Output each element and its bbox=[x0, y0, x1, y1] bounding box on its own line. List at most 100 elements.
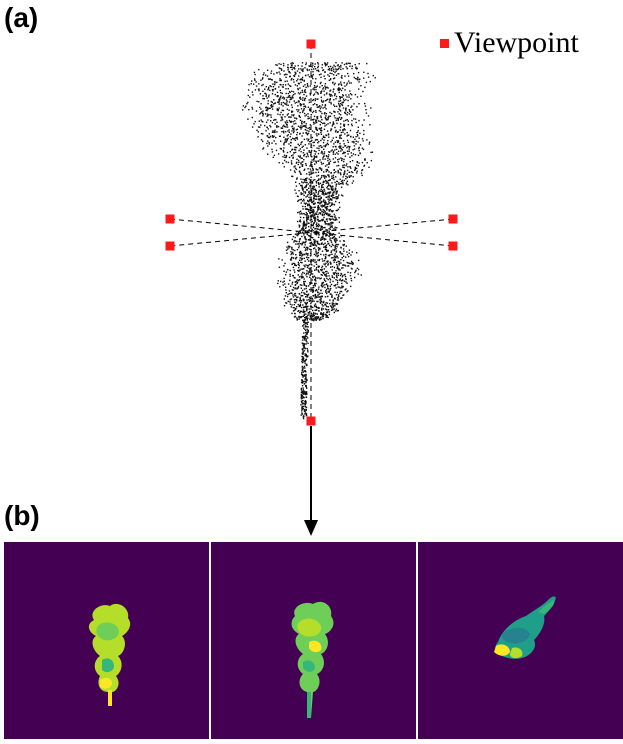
cloud-point bbox=[317, 193, 319, 196]
cloud-point bbox=[299, 243, 302, 245]
cloud-point bbox=[322, 135, 325, 137]
cloud-point bbox=[337, 150, 340, 152]
cloud-point bbox=[298, 276, 301, 278]
cloud-point bbox=[358, 119, 360, 122]
cloud-point bbox=[328, 228, 330, 230]
cloud-point bbox=[348, 80, 350, 82]
cloud-point bbox=[304, 280, 306, 283]
cloud-point bbox=[322, 183, 324, 185]
cloud-point bbox=[363, 119, 365, 121]
cloud-point bbox=[280, 84, 282, 86]
cloud-point bbox=[318, 167, 321, 169]
cloud-point bbox=[302, 97, 304, 99]
cloud-point bbox=[340, 84, 343, 86]
cloud-point bbox=[303, 198, 305, 201]
cloud-point bbox=[332, 123, 334, 125]
cloud-point bbox=[302, 276, 304, 278]
cloud-point bbox=[344, 151, 346, 154]
cloud-point bbox=[337, 297, 339, 299]
cloud-point bbox=[312, 212, 314, 214]
cloud-point bbox=[346, 169, 349, 172]
cloud-point bbox=[302, 315, 304, 317]
cloud-point bbox=[336, 218, 338, 221]
cloud-point bbox=[285, 88, 287, 90]
cloud-point bbox=[248, 83, 250, 86]
tree-render-1 bbox=[88, 603, 131, 706]
cloud-point bbox=[332, 257, 334, 259]
cloud-point bbox=[358, 146, 360, 149]
cloud-point bbox=[344, 273, 346, 276]
cloud-point bbox=[308, 203, 310, 205]
cloud-point bbox=[341, 158, 343, 160]
cloud-point bbox=[318, 286, 320, 288]
cloud-point bbox=[340, 280, 342, 282]
cloud-point bbox=[306, 177, 308, 179]
cloud-point bbox=[332, 218, 334, 220]
cloud-point bbox=[334, 117, 336, 119]
cloud-point bbox=[292, 286, 295, 289]
cloud-point bbox=[350, 135, 352, 138]
cloud-point bbox=[341, 182, 343, 185]
cloud-point bbox=[283, 74, 286, 76]
cloud-point bbox=[258, 88, 260, 90]
trunk-point bbox=[304, 392, 306, 394]
cloud-point bbox=[295, 137, 297, 139]
cloud-point bbox=[330, 245, 332, 248]
cloud-point bbox=[286, 241, 289, 244]
cloud-point bbox=[255, 85, 258, 87]
cloud-point bbox=[329, 277, 331, 280]
cloud-point bbox=[321, 119, 323, 121]
cloud-point bbox=[284, 156, 286, 158]
cloud-point bbox=[323, 153, 326, 155]
cloud-point bbox=[361, 161, 364, 164]
cloud-point bbox=[314, 86, 316, 89]
cloud-point bbox=[329, 224, 331, 226]
cloud-point bbox=[306, 213, 308, 216]
cloud-point bbox=[309, 274, 311, 276]
cloud-point bbox=[324, 104, 327, 106]
cloud-point bbox=[317, 179, 320, 181]
cloud-point bbox=[302, 85, 305, 87]
cloud-point bbox=[329, 219, 332, 221]
cloud-point bbox=[324, 144, 327, 146]
cloud-point bbox=[285, 76, 287, 78]
cloud-point bbox=[345, 178, 347, 180]
cloud-point bbox=[327, 263, 329, 265]
cloud-point bbox=[325, 193, 327, 195]
cloud-point bbox=[282, 62, 285, 65]
cloud-point bbox=[306, 154, 309, 156]
cloud-point bbox=[343, 160, 345, 163]
trunk-point bbox=[301, 413, 304, 415]
cloud-point bbox=[295, 256, 298, 259]
cloud-point bbox=[291, 252, 293, 254]
cloud-point bbox=[305, 208, 307, 211]
cloud-point bbox=[338, 269, 340, 271]
cloud-point bbox=[340, 148, 342, 150]
cloud-point bbox=[360, 172, 363, 174]
cloud-point bbox=[308, 187, 310, 189]
cloud-point bbox=[303, 300, 305, 302]
cloud-point bbox=[346, 139, 349, 142]
cloud-point bbox=[329, 199, 331, 201]
cloud-point bbox=[330, 186, 332, 188]
cloud-point bbox=[339, 178, 341, 180]
cloud-point bbox=[286, 139, 288, 142]
cloud-point bbox=[340, 116, 343, 119]
cloud-point bbox=[311, 211, 313, 213]
cloud-point bbox=[270, 70, 273, 72]
cloud-point bbox=[354, 168, 356, 170]
cloud-point bbox=[309, 235, 311, 238]
trunk-point bbox=[303, 405, 305, 408]
cloud-point bbox=[290, 121, 292, 123]
cloud-point bbox=[287, 130, 289, 132]
cloud-point bbox=[317, 266, 320, 268]
cloud-point bbox=[291, 175, 293, 177]
cloud-point bbox=[311, 66, 313, 68]
cloud-point bbox=[303, 200, 305, 202]
cloud-point bbox=[303, 257, 305, 260]
cloud-point bbox=[329, 191, 332, 193]
cloud-point bbox=[324, 112, 326, 114]
cloud-point bbox=[306, 84, 309, 86]
cloud-point bbox=[331, 269, 333, 271]
cloud-point bbox=[295, 181, 297, 183]
